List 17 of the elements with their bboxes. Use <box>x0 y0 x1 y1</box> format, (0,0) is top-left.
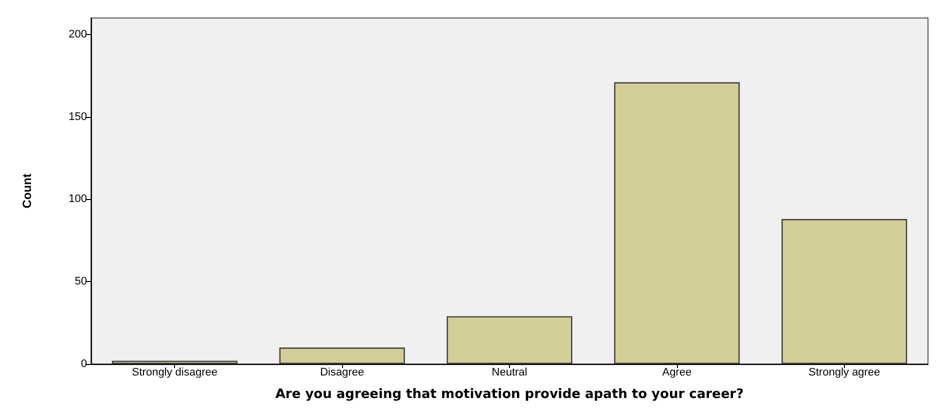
bar <box>279 348 405 364</box>
x-tick-label: Disagree <box>320 366 364 378</box>
y-tick-label: 50 <box>74 276 87 288</box>
y-tick-label: 100 <box>68 193 87 206</box>
y-axis-title: Count <box>20 174 34 208</box>
bar <box>614 82 740 364</box>
x-tick-label: Agree <box>662 366 692 378</box>
bar <box>446 316 572 364</box>
x-tick-label: Strongly disagree <box>132 366 218 378</box>
x-tick-label: Neutral <box>492 366 528 378</box>
y-tick-label: 150 <box>68 110 87 123</box>
bar <box>782 219 908 364</box>
bar <box>112 360 238 364</box>
y-tick-label: 200 <box>68 28 87 40</box>
y-tick-label: 0 <box>80 358 87 370</box>
x-tick-label: Strongly agree <box>808 366 880 378</box>
x-axis-title: Are you agreeing that motivation provide apath to your career? <box>275 387 744 402</box>
